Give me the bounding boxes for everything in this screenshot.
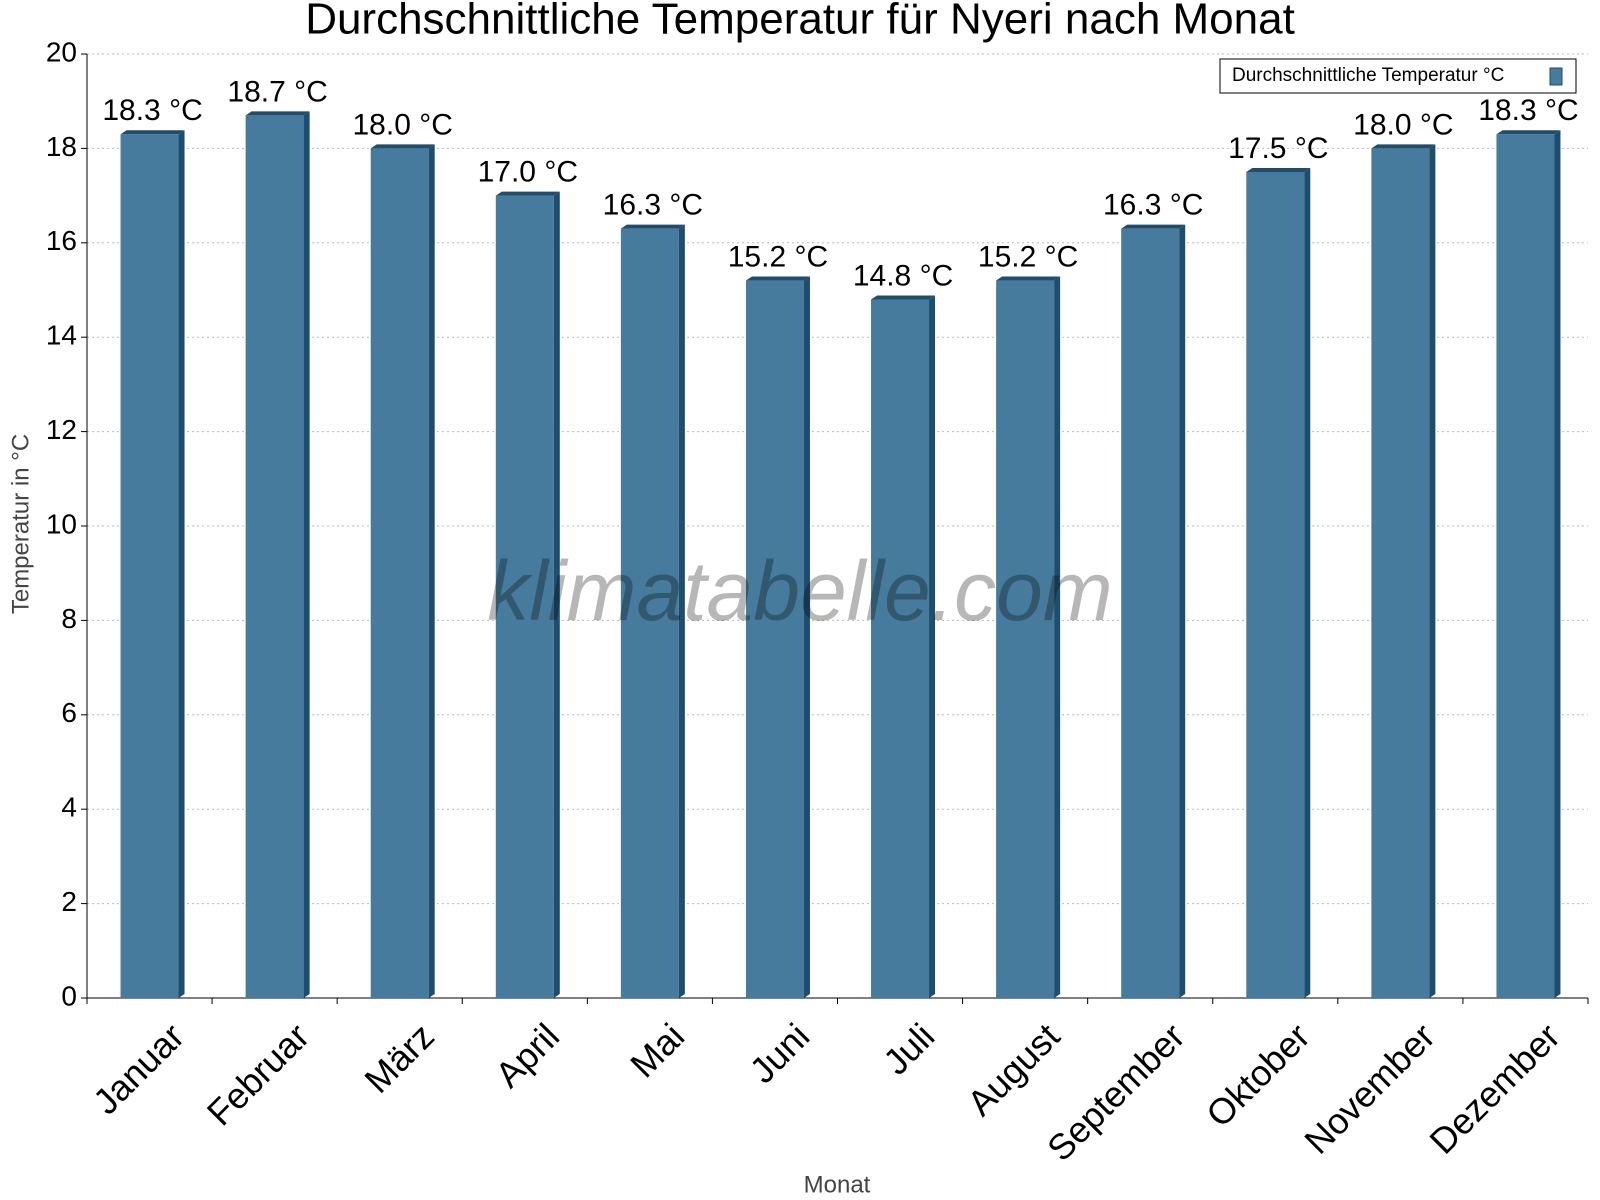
bar: [370, 144, 435, 998]
y-tick-label: 0: [61, 980, 77, 1011]
bar-side: [178, 130, 185, 999]
value-label: 16.3 °C: [1103, 189, 1203, 222]
value-label: 17.5 °C: [1228, 132, 1328, 165]
bar-top: [120, 130, 185, 135]
bar: [245, 111, 310, 999]
bar-front: [1121, 228, 1180, 998]
y-tick-label: 6: [61, 697, 77, 728]
bar-side: [678, 224, 685, 998]
bar-front: [745, 280, 804, 998]
legend-label: Durchschnittliche Temperatur °C: [1232, 65, 1504, 86]
bar: [120, 130, 185, 999]
x-tick-label: August: [959, 1015, 1067, 1123]
y-axis-label: Temperatur in °C: [7, 434, 34, 614]
bar-side: [1304, 168, 1311, 998]
bar-front: [495, 195, 554, 999]
bar-side: [1054, 276, 1061, 998]
bar-side: [303, 111, 310, 999]
bar-side: [1429, 144, 1436, 998]
y-tick-label: 10: [46, 508, 77, 539]
bar-top: [620, 224, 685, 229]
bar-top: [370, 144, 435, 149]
bar-side: [428, 144, 435, 998]
y-tick-label: 2: [61, 886, 77, 917]
x-tick-label: April: [487, 1015, 567, 1095]
bar-front: [120, 134, 179, 999]
bar: [1246, 168, 1311, 998]
x-tick-label: Oktober: [1198, 1015, 1318, 1135]
x-tick-label: Juni: [742, 1015, 818, 1091]
y-tick-label: 12: [46, 414, 77, 445]
bar-front: [871, 299, 930, 998]
bar: [871, 295, 936, 998]
x-tick-label: Juli: [875, 1015, 942, 1082]
bar: [495, 191, 560, 999]
legend-box: [1219, 58, 1577, 94]
bar-front: [1496, 134, 1555, 999]
value-label: 18.7 °C: [227, 75, 327, 108]
bar-side: [553, 191, 560, 999]
bar-side: [803, 276, 810, 998]
x-tick-label: Dezember: [1421, 1015, 1567, 1161]
bar: [1371, 144, 1436, 998]
y-tick-label: 14: [46, 320, 77, 351]
value-label: 18.3 °C: [102, 94, 202, 127]
value-label: 15.2 °C: [728, 240, 828, 273]
bar-front: [996, 280, 1055, 998]
bar-side: [929, 295, 936, 998]
value-label: 18.3 °C: [1478, 94, 1578, 127]
value-label: 18.0 °C: [353, 108, 453, 141]
x-axis-label: Monat: [804, 1171, 871, 1198]
bar: [1121, 224, 1186, 998]
legend-swatch: [1549, 67, 1563, 86]
x-tick-label: Januar: [85, 1015, 192, 1122]
y-tick-label: 20: [46, 36, 77, 67]
x-tick-label: Februar: [199, 1015, 317, 1133]
x-tick-label: März: [356, 1015, 442, 1101]
bar-side: [1179, 224, 1186, 998]
bar-front: [245, 115, 304, 999]
bar-side: [1554, 130, 1561, 999]
watermark: klimatabelle.com: [487, 544, 1113, 638]
bar-top: [495, 191, 560, 196]
bar-top: [871, 295, 936, 300]
y-tick-label: 8: [61, 603, 77, 634]
x-tick-label: Mai: [622, 1015, 692, 1085]
value-label: 15.2 °C: [978, 240, 1078, 273]
y-tick-label: 18: [46, 131, 77, 162]
chart-title: Durchschnittliche Temperatur für Nyeri n…: [305, 0, 1295, 44]
bar-top: [1371, 144, 1436, 149]
bar-top: [1496, 130, 1561, 135]
bar: [745, 276, 810, 998]
x-tick-label: November: [1296, 1015, 1442, 1161]
bar-front: [370, 148, 429, 998]
bar-top: [245, 111, 310, 116]
x-tick-label: September: [1039, 1015, 1193, 1169]
bar: [1496, 130, 1561, 999]
value-label: 17.0 °C: [478, 156, 578, 189]
bar-top: [745, 276, 810, 281]
value-label: 16.3 °C: [603, 189, 703, 222]
bar-front: [1246, 172, 1305, 998]
bar-front: [620, 228, 679, 998]
bar-top: [1246, 168, 1311, 172]
bar-top: [996, 276, 1061, 281]
bar: [620, 224, 685, 998]
value-label: 18.0 °C: [1353, 108, 1453, 141]
y-tick-label: 4: [61, 792, 77, 823]
value-label: 14.8 °C: [853, 259, 953, 292]
bar-top: [1121, 224, 1186, 229]
y-tick-label: 16: [46, 225, 77, 256]
bar-front: [1371, 148, 1430, 998]
bar: [996, 276, 1061, 998]
